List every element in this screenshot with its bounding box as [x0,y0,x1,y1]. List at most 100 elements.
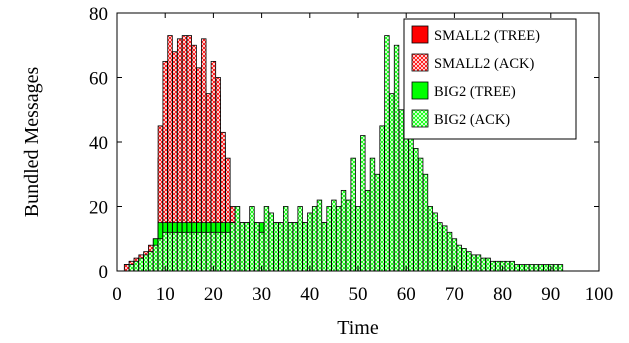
bar-big2-ack [205,231,212,271]
bar-big2-ack [466,251,472,271]
bar-big2-ack [307,212,313,271]
bar-big2-ack [364,189,371,271]
bar-big2-ack [191,231,197,271]
bar-big2-ack [311,206,318,271]
x-axis: 0 10 20 30 40 50 60 70 80 90 100 [112,13,613,305]
bar-big2-ack [379,125,385,271]
bar-big2-ack [176,231,183,271]
bar-big2-ack [442,225,448,271]
bar-big2-ack [384,35,390,271]
x-tick-label: 40 [300,284,319,305]
bar-big2-ack [229,222,236,271]
bar-big2-ack [461,248,467,271]
bar-big2-ack [398,109,405,271]
y-tick-label: 0 [99,262,109,283]
x-axis-label: Time [337,317,379,339]
x-tick-label: 30 [252,284,271,305]
bar-big2-ack [316,199,323,271]
bar-big2-ack [321,222,327,271]
bar-big2-ack [413,148,419,271]
x-tick-label: 50 [349,284,368,305]
bar-big2-ack [490,260,496,271]
bar-big2-ack [446,231,453,271]
bar-big2-ack [326,206,332,271]
bar-big2-ack [162,231,168,271]
bar-big2-ack [225,231,231,271]
x-tick-label: 10 [156,284,175,305]
bar-big2-ack [167,231,173,271]
bar-big2-ack [345,199,352,271]
bar-big2-ack [504,260,511,271]
legend-label-big2-tree: BIG2 (TREE) [434,84,516,100]
bar-big2-ack [292,222,299,271]
bar-big2-ack [422,173,429,271]
bar-big2-ack [336,206,342,271]
legend-label-big2-ack: BIG2 (ACK) [434,112,510,128]
x-tick-label: 20 [204,284,223,305]
bar-big2-ack [283,206,289,271]
bar-big2-ack [470,254,477,271]
bar-big2-ack [201,231,207,271]
bar-big2-ack [480,257,487,271]
bar-big2-ack [389,93,395,271]
bar-big2-ack [331,199,337,271]
y-tick-label: 80 [89,4,108,25]
x-tick-label: 80 [493,284,512,305]
bar-big2-ack [519,264,525,271]
x-tick-label: 60 [397,284,416,305]
y-axis-label: Bundled Messages [21,67,43,218]
bar-big2-ack [514,264,520,271]
bar-big2-ack [196,231,202,271]
bar-big2-ack [524,264,530,271]
bar-big2-ack [210,231,217,271]
y-tick-label: 40 [89,133,108,154]
bar-big2-ack [475,254,482,271]
bar-small2-ack [123,264,130,271]
bar-big2-ack [432,212,438,271]
x-tick-label: 100 [585,284,614,305]
y-tick-label: 20 [89,198,108,219]
bar-big2-ack [403,135,409,271]
bar-big2-ack [408,125,414,271]
bar-big2-ack [297,206,303,271]
y-axis: 0 20 40 60 80 [89,4,599,283]
bar-big2-ack [360,135,366,271]
bar-big2-ack [557,264,564,271]
legend-swatch-small2-ack [411,53,429,72]
bar-big2-ack [393,44,400,271]
bar-big2-ack [509,260,515,271]
bar-big2-ack [278,222,284,271]
bar-big2-ack [456,244,462,271]
bar-big2-ack [234,206,241,271]
bar-big2-ack [485,257,491,271]
bar-big2-ack [181,231,188,271]
x-tick-label: 0 [112,284,122,305]
x-tick-label: 70 [445,284,464,305]
bar-big2-ack [239,222,246,271]
legend: SMALL2 (TREE) SMALL2 (ACK) BIG2 (TREE) BIG2… [403,18,577,140]
bar-big2-ack [355,206,361,271]
bar-big2-ack [287,222,294,271]
bar-big2-ack [538,264,544,271]
bar-big2-ack [254,222,260,271]
bar-big2-ack [143,254,149,271]
bar-big2-ack [152,244,159,271]
legend-label-small2-tree: SMALL2 (TREE) [434,28,540,44]
bar-big2-ack [138,257,144,271]
legend-swatch-big2-tree [411,81,429,100]
bar-big2-ack [302,222,308,271]
bar-big2-ack [186,231,192,271]
bar-big2-ack [249,206,255,271]
bar-big2-ack [495,260,501,271]
bar-big2-ack [417,157,424,271]
bar-big2-ack [533,264,540,271]
bar-big2-ack [340,189,347,271]
bar-big2-ack [374,173,380,271]
bar-big2-ack [273,222,279,271]
bar-big2-ack [133,260,139,271]
legend-box [403,18,577,140]
bar-big2-ack [268,212,274,271]
bar-big2-ack [258,231,265,271]
legend-swatch-small2-tree [411,25,429,44]
